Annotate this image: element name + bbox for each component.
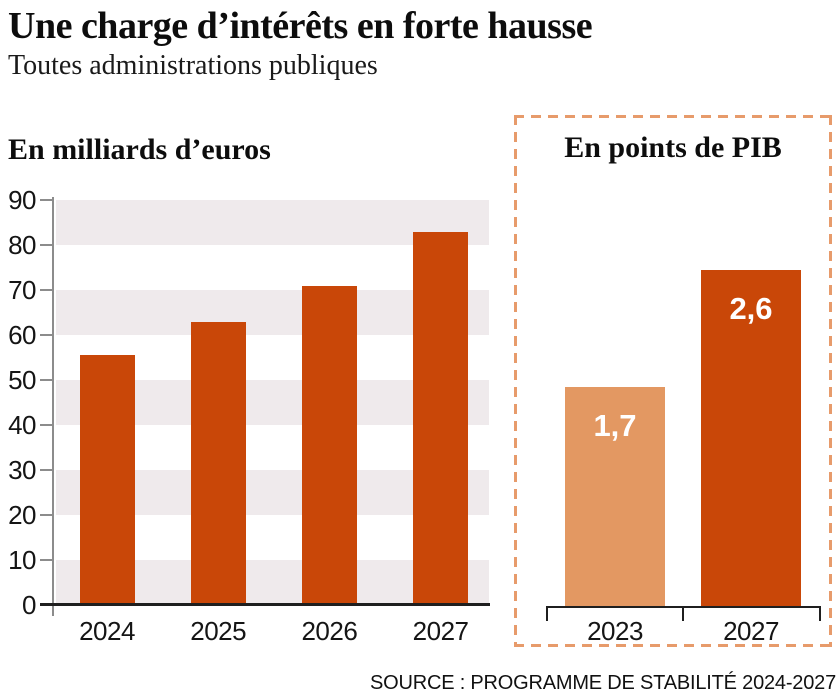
y-axis-line — [52, 197, 54, 616]
x-axis-label: 2027 — [412, 616, 469, 646]
y-axis-tick — [40, 199, 54, 201]
bar-2026 — [301, 285, 357, 605]
y-axis-tick-label: 40 — [8, 410, 36, 440]
page-title: Une charge d’intérêts en forte hausse — [8, 5, 593, 47]
y-axis-tick — [40, 334, 54, 336]
y-axis-tick — [40, 244, 54, 246]
y-axis-tick-label: 70 — [8, 275, 36, 305]
right-chart-heading: En points de PIB — [564, 131, 782, 164]
y-axis-tick-label: 80 — [8, 230, 36, 260]
grid-band — [56, 290, 489, 335]
page-subtitle: Toutes administrations publiques — [8, 50, 378, 81]
grid-band — [56, 470, 489, 515]
y-axis-tick-label: 90 — [8, 185, 36, 215]
grid-band — [56, 380, 489, 425]
left-chart-heading: En milliards d’euros — [8, 133, 271, 166]
source-credit: SOURCE : PROGRAMME DE STABILITÉ 2024-202… — [369, 672, 836, 694]
y-axis-tick — [40, 559, 54, 561]
grid-band — [56, 560, 489, 605]
y-axis-tick-label: 0 — [22, 590, 36, 620]
y-axis-tick — [40, 379, 54, 381]
y-axis-tick — [40, 604, 54, 606]
y-axis-tick — [40, 469, 54, 471]
x-axis-label: 2024 — [79, 616, 135, 646]
y-axis-tick-label: 20 — [8, 500, 36, 530]
grid-band — [56, 200, 489, 245]
y-axis-tick — [40, 424, 54, 426]
y-axis-tick-label: 10 — [8, 545, 36, 575]
x-axis-baseline — [40, 603, 490, 606]
y-axis-tick — [40, 514, 54, 516]
y-axis-tick-label: 60 — [8, 320, 36, 350]
y-axis-tick-label: 50 — [8, 365, 36, 395]
x-axis-label: 2026 — [301, 616, 358, 646]
y-axis-tick-label: 30 — [8, 455, 36, 485]
pib-panel-dashed-box — [514, 115, 832, 647]
bar-2025 — [190, 321, 246, 605]
bar-2024 — [79, 355, 135, 605]
x-axis-label: 2025 — [190, 616, 247, 646]
bar-2027 — [413, 231, 469, 605]
y-axis-tick — [40, 289, 54, 291]
